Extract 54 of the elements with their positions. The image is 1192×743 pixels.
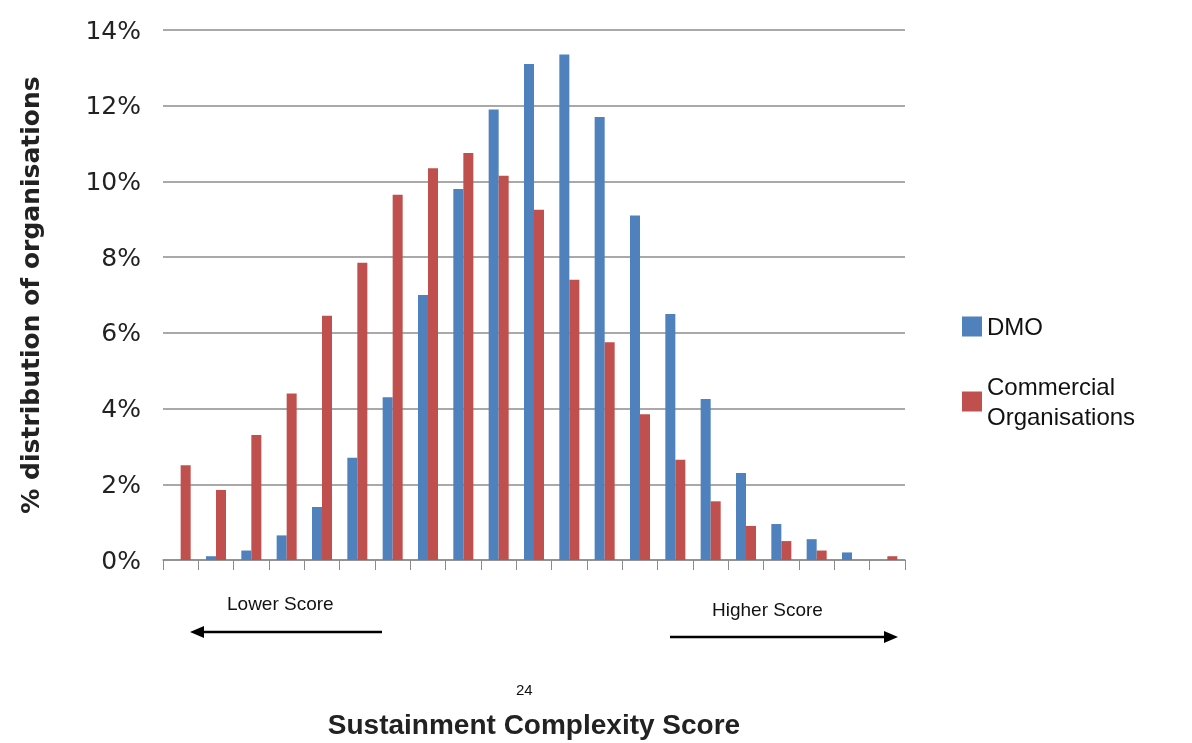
y-tick-label: 8% — [101, 242, 141, 272]
bar — [710, 501, 721, 560]
legend-label: DMO — [987, 313, 1043, 340]
y-tick-label: 14% — [85, 15, 141, 45]
bar — [347, 457, 358, 560]
bar — [781, 541, 792, 560]
bar — [312, 507, 322, 560]
bar — [357, 262, 368, 560]
x-axis-title: Sustainment Complexity Score — [327, 708, 741, 740]
y-tick-label: 0% — [101, 545, 141, 575]
bar — [382, 397, 393, 560]
bar — [524, 64, 534, 560]
bar — [604, 342, 615, 560]
bar — [700, 399, 711, 560]
bar — [594, 117, 605, 560]
bar — [276, 535, 287, 560]
y-tick-label: 6% — [101, 318, 141, 348]
bar — [675, 459, 686, 560]
bar — [771, 524, 782, 560]
y-tick-label: 2% — [101, 469, 141, 499]
bar — [322, 315, 332, 560]
bar — [887, 556, 898, 560]
bar — [665, 313, 676, 560]
bar — [216, 489, 226, 560]
bar — [418, 295, 428, 560]
bar — [428, 168, 438, 560]
bar — [630, 215, 640, 560]
y-tick-label: 10% — [85, 166, 141, 196]
bar — [180, 465, 191, 560]
bar — [559, 54, 570, 560]
bar — [453, 189, 464, 560]
bar — [241, 550, 252, 560]
bar — [392, 194, 403, 560]
bar — [569, 279, 580, 560]
y-axis-title: % distribution of organisations — [16, 76, 45, 514]
bar — [746, 525, 756, 560]
bar — [251, 435, 262, 560]
text: 24 — [516, 681, 533, 698]
text: Lower Score — [227, 593, 334, 614]
bar — [488, 109, 499, 560]
text: Higher Score — [712, 599, 823, 620]
bar — [816, 550, 827, 560]
bar — [206, 556, 216, 560]
y-tick-label: 12% — [85, 91, 141, 121]
legend-label: Commercial Organisations — [987, 373, 1136, 430]
bar — [842, 552, 852, 560]
y-tick-label: 4% — [101, 394, 141, 424]
bar — [640, 414, 650, 560]
bar — [498, 175, 509, 560]
bar — [286, 393, 297, 560]
bar — [463, 153, 474, 560]
bar — [806, 539, 817, 560]
bar — [736, 472, 746, 560]
bar — [534, 209, 544, 560]
